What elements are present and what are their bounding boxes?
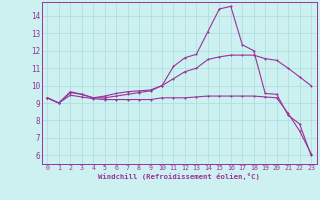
X-axis label: Windchill (Refroidissement éolien,°C): Windchill (Refroidissement éolien,°C) — [98, 173, 260, 180]
